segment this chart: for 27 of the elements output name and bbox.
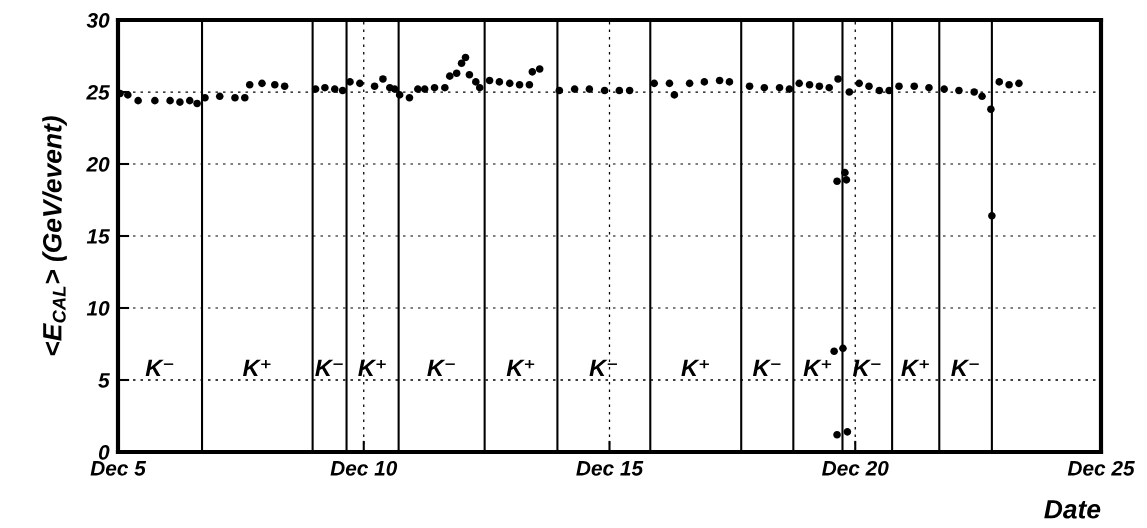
- annotation: K⁺: [242, 359, 271, 377]
- annotation: K⁻: [145, 359, 174, 377]
- annotation: K⁺: [803, 359, 832, 377]
- annotation: K⁺: [506, 359, 535, 377]
- y-tick-label: 5: [98, 373, 110, 388]
- x-tick-label: Dec 15: [576, 461, 644, 476]
- annotation: K⁺: [681, 359, 709, 377]
- annotation: K⁻: [752, 359, 781, 377]
- annotation: K⁺: [358, 359, 386, 377]
- annotation: K⁻: [852, 359, 881, 377]
- y-axis-title: <E$_{CAL}$> (GeV/event): [42, 116, 67, 356]
- annotation: K⁺: [901, 359, 929, 377]
- x-tick-label: Dec 25: [1067, 460, 1135, 476]
- y-tick-label: 25: [86, 85, 110, 100]
- annotation: K⁻: [951, 359, 979, 377]
- y-tick-label: 30: [86, 13, 110, 28]
- y-tick-label: 0: [98, 445, 110, 460]
- x-tick-label: Dec 10: [330, 460, 398, 476]
- y-tick-label: 10: [86, 301, 110, 316]
- annotation: K⁻: [427, 359, 455, 377]
- annotation: K⁻: [315, 359, 343, 377]
- x-tick-label: Dec 20: [822, 460, 889, 476]
- annotation: K⁻: [589, 359, 618, 377]
- x-tick-label: Dec 5: [90, 461, 147, 476]
- y-tick-label: 20: [86, 157, 110, 172]
- x-axis-title: Date: [1044, 500, 1101, 519]
- y-tick-label: 15: [86, 229, 110, 244]
